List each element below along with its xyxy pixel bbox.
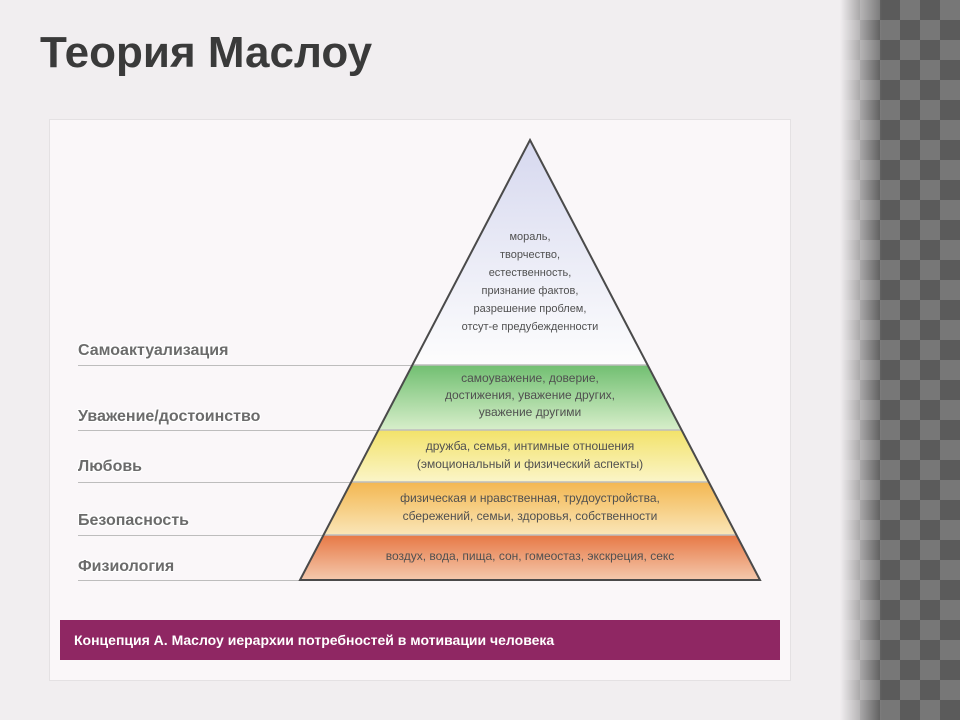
caption-text: Концепция А. Маслоу иерархии потребносте…: [74, 632, 554, 648]
layer-text-self_actualization: разрешение проблем,: [474, 303, 587, 315]
pyramid-layer-love: [351, 430, 709, 482]
layer-text-self_actualization: отсут-е предубежденности: [462, 321, 599, 333]
side-pattern: [840, 0, 960, 720]
layer-text-esteem: достижения, уважение других,: [445, 388, 615, 402]
left-label-esteem: Уважение/достоинство: [78, 408, 260, 426]
left-separator: [78, 535, 324, 536]
layer-text-safety: физическая и нравственная, трудоустройст…: [400, 491, 660, 505]
maslow-pyramid: мораль, творчество, естественность, признан…: [290, 130, 770, 590]
caption-bar: Концепция А. Маслоу иерархии потребносте…: [60, 620, 780, 660]
layer-text-safety: сбережений, семьи, здоровья, собственнос…: [403, 509, 658, 523]
left-label-physiology: Физиология: [78, 558, 174, 576]
left-label-self_actualization: Самоактуализация: [78, 342, 228, 360]
left-separator: [78, 580, 300, 581]
page-title: Теория Маслоу: [40, 28, 372, 78]
left-label-safety: Безопасность: [78, 512, 189, 530]
layer-text-love: (эмоциональный и физический аспекты): [417, 457, 643, 471]
layer-text-self_actualization: мораль,: [509, 231, 550, 243]
layer-text-self_actualization: творчество,: [500, 249, 560, 261]
layer-text-esteem: самоуважение, доверие,: [461, 371, 599, 385]
layer-text-self_actualization: естественность,: [489, 267, 572, 279]
layer-text-self_actualization: признание фактов,: [482, 285, 579, 297]
left-label-love: Любовь: [78, 458, 142, 476]
maslow-figure: Самоактуализация Уважение/достоинство Любо…: [50, 120, 790, 680]
layer-text-esteem: уважение другими: [479, 405, 582, 419]
layer-text-physiology: воздух, вода, пища, сон, гомеостаз, экск…: [386, 549, 675, 563]
layer-text-love: дружба, семья, интимные отношения: [426, 439, 635, 453]
